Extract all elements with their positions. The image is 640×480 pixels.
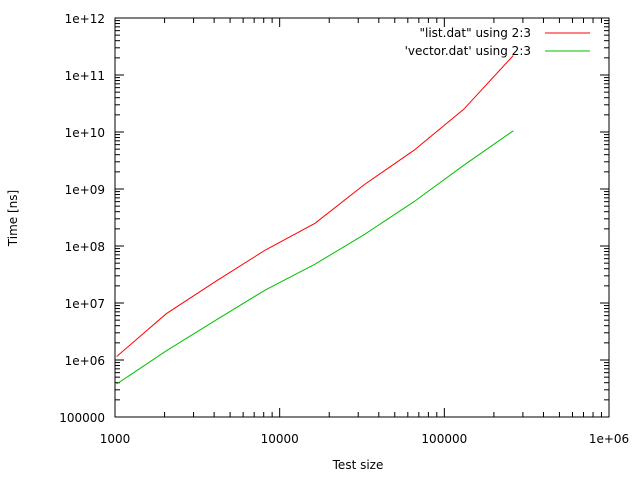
y-tick-label: 1e+10 <box>65 126 105 140</box>
x-tick-label: 1e+06 <box>589 432 629 446</box>
y-tick-label: 1e+09 <box>65 183 105 197</box>
y-tick-label: 1e+11 <box>65 69 105 83</box>
y-tick-label: 1e+08 <box>65 240 105 254</box>
x-axis-label: Test size <box>332 458 384 472</box>
series-line-1 <box>116 130 514 385</box>
legend: "list.dat" using 2:3 'vector.dat' using 2… <box>405 26 590 58</box>
y-tick-label: 1e+07 <box>65 297 105 311</box>
series-line-0 <box>116 55 514 357</box>
series-group <box>116 55 514 385</box>
x-tick-label: 100000 <box>421 432 467 446</box>
y-axis: 100000 1e+06 1e+07 1e+08 1e+09 1e+10 1e+11 1e+1… <box>59 12 609 425</box>
x-tick-label: 1000 <box>100 432 131 446</box>
x-tick-label: 10000 <box>261 432 299 446</box>
legend-label: "list.dat" using 2:3 <box>419 26 531 40</box>
plot-border <box>114 17 610 418</box>
y-tick-label: 1e+06 <box>65 354 105 368</box>
y-tick-label: 1e+12 <box>65 12 105 26</box>
y-tick-label: 100000 <box>59 411 105 425</box>
y-axis-label: Time [ns] <box>6 190 20 247</box>
x-axis: 1000 10000 100000 1e+06 <box>100 18 629 446</box>
legend-label: 'vector.dat' using 2:3 <box>405 44 531 58</box>
